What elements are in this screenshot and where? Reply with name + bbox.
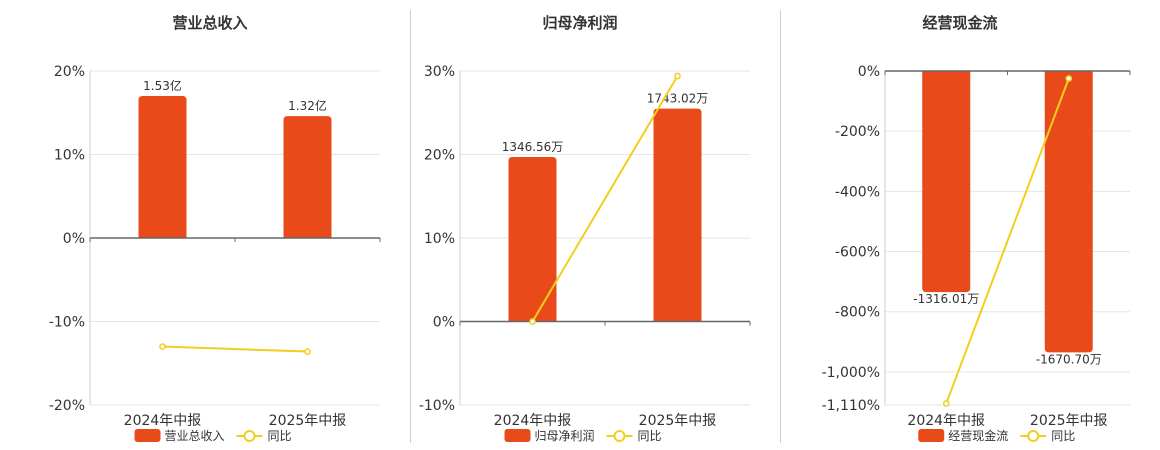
x-tick-label: 2024年中报 <box>124 413 202 429</box>
legend-label-line: 同比 <box>638 429 662 443</box>
line-point <box>942 400 950 407</box>
legend-label-bar: 营业总收入 <box>165 429 225 443</box>
y-tick-label: 0% <box>858 64 880 80</box>
y-tick-label: -10% <box>49 315 85 331</box>
y-tick-label: -600% <box>835 245 880 261</box>
bar-data-label: 1346.56万 <box>502 140 564 154</box>
line-point <box>159 343 166 350</box>
bar <box>1044 71 1093 353</box>
y-tick-label: -400% <box>835 184 880 200</box>
legend-label-bar: 经营现金流 <box>948 428 1008 443</box>
y-tick-label: -20% <box>49 398 85 414</box>
legend-swatch-bar <box>918 429 945 442</box>
legend-label-line: 同比 <box>1051 429 1075 443</box>
bar <box>922 71 971 293</box>
y-tick-label: 20% <box>54 64 85 80</box>
legend-label-line: 同比 <box>268 429 292 443</box>
panel-divider <box>410 10 411 443</box>
bar-data-label: 1.32亿 <box>288 98 327 113</box>
bar-data-label: -1316.01万 <box>913 292 979 306</box>
x-tick-label: 2025年中报 <box>269 413 347 429</box>
y-tick-label: -200% <box>835 124 880 140</box>
bar-data-label: 1.53亿 <box>143 78 182 93</box>
bar-data-label: 1743.02万 <box>647 92 709 106</box>
bar <box>283 116 332 238</box>
line-series <box>531 75 679 323</box>
x-tick-label: 2024年中报 <box>494 413 572 429</box>
x-tick-label: 2025年中报 <box>639 413 717 429</box>
y-tick-label: 0% <box>433 315 455 331</box>
panel-divider <box>780 10 781 443</box>
bar <box>508 157 557 322</box>
x-tick-label: 2024年中报 <box>907 413 985 429</box>
y-tick-label: -1,000% <box>822 365 880 381</box>
y-tick-label: 10% <box>54 148 85 164</box>
chart-panel-3: 经营现金流 0% -200% -400% -600% -800% -1,000% -1,110… <box>822 14 1131 443</box>
x-tick-label: 2025年中报 <box>1030 413 1108 429</box>
y-tick-label: -1,110% <box>822 398 880 414</box>
bar <box>138 96 187 238</box>
line-point <box>674 72 681 80</box>
legend-swatch-bar <box>504 429 531 442</box>
y-tick-label: 10% <box>424 231 455 247</box>
y-tick-label: 20% <box>424 148 455 164</box>
chart-title: 归母净利润 <box>542 14 617 32</box>
y-tick-label: 30% <box>424 64 455 80</box>
bar <box>653 108 702 322</box>
legend-swatch-marker <box>243 430 256 442</box>
chart-panel-2: 归母净利润 30% 20% 10% 0% -10% 1346.56万 1743.02万 2024… <box>419 14 751 443</box>
legend-swatch-marker <box>1027 430 1040 442</box>
legend-swatch-marker <box>613 430 626 442</box>
y-tick-label: 0% <box>63 231 85 247</box>
legend-label-bar: 归母净利润 <box>535 429 595 443</box>
y-tick-label: -800% <box>835 305 880 321</box>
bar-data-label: -1670.70万 <box>1036 352 1102 366</box>
line-series <box>162 345 308 353</box>
y-tick-label: -10% <box>419 398 455 414</box>
line-point <box>1065 75 1073 82</box>
chart-title: 营业总收入 <box>172 14 247 32</box>
chart-title: 经营现金流 <box>922 14 997 32</box>
line-point <box>304 348 311 355</box>
line-series <box>945 78 1070 404</box>
chart-panel-1: 营业总收入 20% 10% 0% -10% -20% 1.53亿 1.32亿 2024年中报 20… <box>49 14 381 443</box>
line-point <box>529 318 536 325</box>
legend-swatch-bar <box>134 429 161 442</box>
